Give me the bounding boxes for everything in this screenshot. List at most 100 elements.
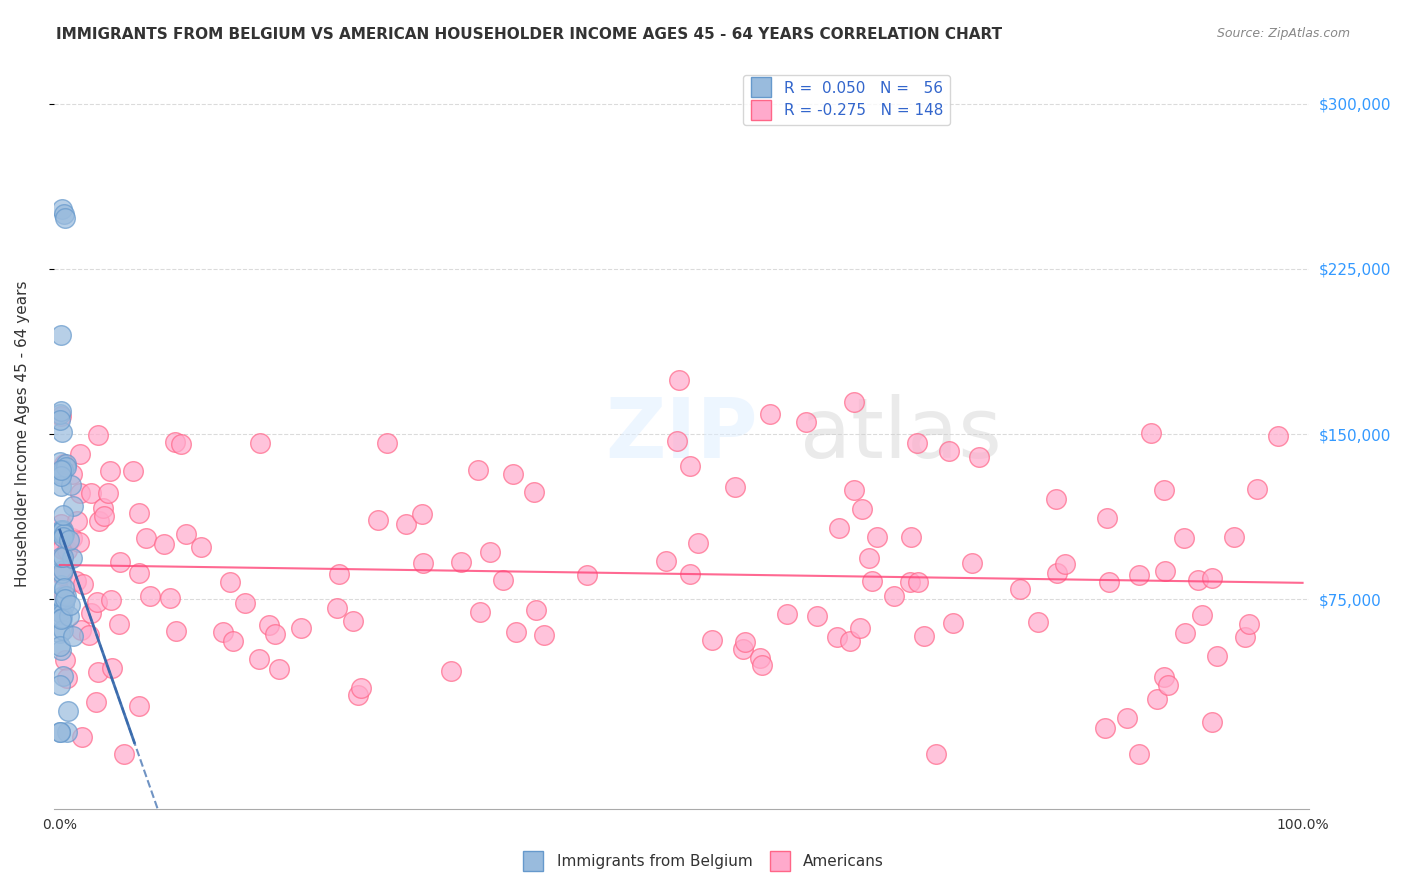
Point xyxy=(1094,722,1116,736)
Point xyxy=(62,499,84,513)
Point xyxy=(60,467,83,482)
Point xyxy=(51,541,73,556)
Point xyxy=(526,602,548,616)
Point xyxy=(1153,483,1175,497)
Point xyxy=(1154,564,1177,578)
Point xyxy=(65,514,87,528)
Point xyxy=(1173,531,1195,545)
Point xyxy=(1054,557,1077,571)
Point xyxy=(806,609,828,624)
Point xyxy=(51,202,73,217)
Point xyxy=(49,407,72,421)
Point xyxy=(52,669,75,683)
Point xyxy=(247,652,270,666)
Point xyxy=(1098,575,1121,590)
Point xyxy=(1234,630,1257,644)
Point xyxy=(290,621,312,635)
Point xyxy=(165,624,187,638)
Point xyxy=(479,545,502,559)
Point xyxy=(350,681,373,695)
Point xyxy=(62,629,84,643)
Point xyxy=(49,468,72,483)
Point xyxy=(1153,670,1175,684)
Point xyxy=(533,627,555,641)
Point xyxy=(960,556,983,570)
Point xyxy=(169,437,191,451)
Text: Source: ZipAtlas.com: Source: ZipAtlas.com xyxy=(1216,27,1350,40)
Point xyxy=(65,574,87,588)
Text: IMMIGRANTS FROM BELGIUM VS AMERICAN HOUSEHOLDER INCOME AGES 45 - 64 YEARS CORREL: IMMIGRANTS FROM BELGIUM VS AMERICAN HOUS… xyxy=(56,27,1002,42)
Point xyxy=(467,462,489,476)
Point xyxy=(751,657,773,672)
Point xyxy=(49,524,72,538)
Point xyxy=(49,467,72,481)
Text: ZIP: ZIP xyxy=(605,393,758,475)
Point xyxy=(796,415,818,429)
Point xyxy=(56,724,79,739)
Point xyxy=(748,651,770,665)
Point xyxy=(347,688,370,702)
Point xyxy=(412,556,434,570)
Point xyxy=(97,486,120,500)
Point xyxy=(1191,607,1213,622)
Point xyxy=(395,516,418,531)
Point xyxy=(49,454,72,468)
Point xyxy=(59,478,82,492)
Point xyxy=(1140,425,1163,440)
Point xyxy=(264,627,287,641)
Point xyxy=(135,531,157,545)
Point xyxy=(49,626,72,640)
Point xyxy=(69,447,91,461)
Y-axis label: Householder Income Ages 45 - 64 years: Householder Income Ages 45 - 64 years xyxy=(15,281,30,588)
Point xyxy=(91,500,114,515)
Point xyxy=(411,508,433,522)
Point xyxy=(55,589,77,603)
Point xyxy=(80,485,103,500)
Point xyxy=(159,591,181,605)
Point xyxy=(492,573,515,587)
Point xyxy=(844,483,866,497)
Point xyxy=(49,404,72,418)
Point xyxy=(53,211,76,226)
Point xyxy=(52,563,75,577)
Point xyxy=(825,630,848,644)
Point xyxy=(153,537,176,551)
Point xyxy=(56,542,79,557)
Point xyxy=(53,588,76,602)
Point xyxy=(1115,711,1137,725)
Point xyxy=(51,568,73,582)
Point xyxy=(49,578,72,592)
Point xyxy=(165,435,187,450)
Point xyxy=(1128,747,1150,761)
Point xyxy=(759,407,782,421)
Point xyxy=(925,747,948,761)
Point xyxy=(439,664,461,678)
Point xyxy=(865,530,887,544)
Point xyxy=(93,509,115,524)
Point xyxy=(655,554,678,568)
Point xyxy=(58,705,80,719)
Point xyxy=(724,480,747,494)
Point xyxy=(52,527,75,541)
Point xyxy=(87,514,110,528)
Point xyxy=(101,660,124,674)
Point xyxy=(86,594,108,608)
Point xyxy=(51,612,73,626)
Point xyxy=(678,566,700,581)
Point xyxy=(51,611,73,625)
Point xyxy=(138,590,160,604)
Point xyxy=(49,328,72,343)
Point xyxy=(49,409,72,423)
Point xyxy=(49,413,72,427)
Point xyxy=(1187,573,1209,587)
Point xyxy=(576,568,599,582)
Point xyxy=(1128,568,1150,582)
Point xyxy=(898,574,921,589)
Point xyxy=(87,427,110,442)
Point xyxy=(212,624,235,639)
Point xyxy=(51,425,73,439)
Point xyxy=(51,624,73,638)
Point xyxy=(52,526,75,541)
Point xyxy=(1201,571,1223,585)
Legend: Immigrants from Belgium, Americans: Immigrants from Belgium, Americans xyxy=(516,848,890,875)
